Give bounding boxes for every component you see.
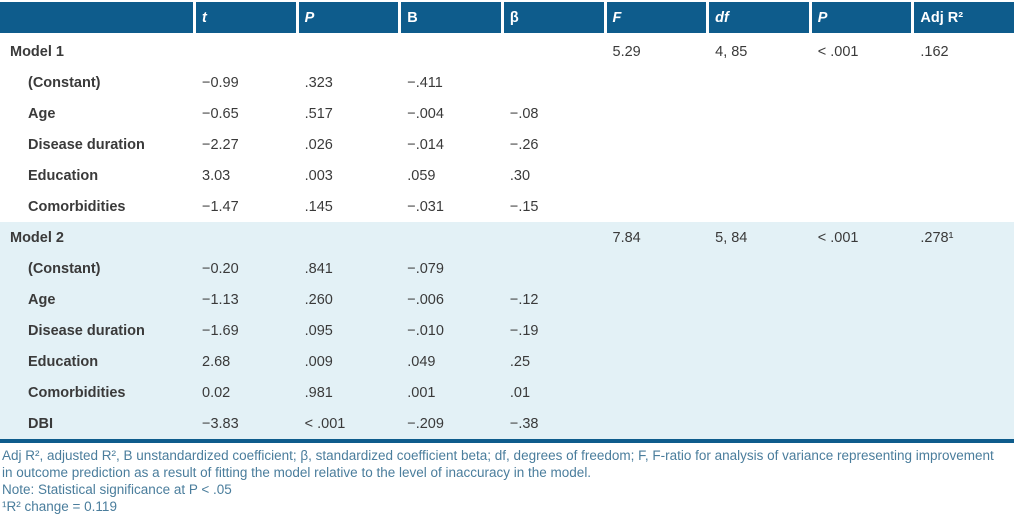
column-header-b: B — [398, 2, 501, 33]
column-header-p-model: P — [808, 2, 912, 33]
row-label: Age — [28, 291, 56, 308]
table-row: Comorbidities −1.47 .145 −.031 −.15 — [0, 191, 1014, 222]
table-row: Comorbidities 0.02 .981 .001 .01 — [0, 377, 1014, 408]
row-label: Comorbidities — [28, 384, 126, 401]
cell-t: −1.69 — [202, 322, 239, 339]
cell-b: −.411 — [407, 74, 443, 91]
cell-t: −0.65 — [202, 105, 239, 122]
cell-t: −3.83 — [202, 415, 239, 432]
cell-beta: −.08 — [509, 105, 539, 122]
row-label: Disease duration — [28, 322, 145, 339]
cell-t: −0.20 — [202, 260, 239, 277]
cell-p: .003 — [304, 167, 333, 184]
column-header-df: df — [706, 2, 809, 33]
table-body: Model 1 5.29 4, 85 < .001 .162 (Constant) −0.9… — [0, 36, 1014, 439]
cell-t: 3.03 — [202, 167, 231, 184]
table-row: Education 2.68 .009 .049 .25 — [0, 346, 1014, 377]
cell-beta: −.15 — [509, 198, 539, 215]
table-row: Disease duration −2.27 .026 −.014 −.26 — [0, 129, 1014, 160]
cell-b: −.079 — [407, 260, 444, 277]
cell-df: 5, 84 — [715, 229, 748, 246]
column-header-adj-r2: Adj R² — [911, 2, 1014, 33]
cell-p: .145 — [304, 198, 333, 215]
cell-p-model: < .001 — [817, 229, 859, 246]
cell-p: .009 — [304, 353, 333, 370]
cell-f: 5.29 — [612, 43, 641, 60]
column-header-rowlabel — [0, 2, 193, 33]
column-header-beta: β — [500, 2, 604, 33]
cell-t: 0.02 — [202, 384, 231, 401]
row-label: DBI — [28, 415, 53, 432]
cell-b: .001 — [407, 384, 436, 401]
cell-b: .059 — [407, 167, 436, 184]
table-row: Disease duration −1.69 .095 −.010 −.19 — [0, 315, 1014, 346]
cell-p: .517 — [304, 105, 333, 122]
cell-t: −0.99 — [202, 74, 239, 91]
row-label: Model 2 — [10, 229, 64, 246]
column-header-t: t — [193, 2, 296, 33]
model-summary-row: Model 2 7.84 5, 84 < .001 .278¹ — [0, 222, 1014, 253]
cell-beta: .01 — [509, 384, 531, 401]
cell-p: .095 — [304, 322, 333, 339]
cell-beta: −.26 — [509, 136, 539, 153]
cell-b: −.004 — [407, 105, 444, 122]
cell-t: 2.68 — [202, 353, 231, 370]
row-label: Model 1 — [10, 43, 64, 60]
row-label: Age — [28, 105, 56, 122]
table-footnotes: Adj R², adjusted R², B unstandardized co… — [0, 443, 1014, 515]
row-label: Education — [28, 353, 99, 370]
row-label: Disease duration — [28, 136, 145, 153]
model-summary-row: Model 1 5.29 4, 85 < .001 .162 — [0, 36, 1014, 67]
cell-b: −.209 — [407, 415, 444, 432]
cell-beta: .25 — [509, 353, 531, 370]
table-row: Education 3.03 .003 .059 .30 — [0, 160, 1014, 191]
cell-t: −2.27 — [202, 136, 239, 153]
footnote-r2-change: ¹R² change = 0.119 — [2, 499, 117, 514]
cell-b: −.031 — [407, 198, 444, 215]
cell-b: −.010 — [407, 322, 444, 339]
cell-p: < .001 — [304, 415, 346, 432]
footnote-definitions: Adj R², adjusted R², B unstandardized co… — [2, 448, 994, 480]
cell-f: 7.84 — [612, 229, 641, 246]
cell-beta: −.19 — [509, 322, 539, 339]
cell-beta: .30 — [509, 167, 531, 184]
table-bottom-divider — [0, 439, 1014, 443]
cell-p: .026 — [304, 136, 333, 153]
cell-p: .323 — [304, 74, 333, 91]
table-row: Age −1.13 .260 −.006 −.12 — [0, 284, 1014, 315]
cell-p: .841 — [304, 260, 333, 277]
row-label: (Constant) — [28, 260, 101, 277]
cell-beta: −.38 — [509, 415, 539, 432]
row-label: (Constant) — [28, 74, 101, 91]
footnote-significance: Note: Statistical significance at P < .0… — [2, 482, 232, 497]
cell-b: .049 — [407, 353, 436, 370]
cell-adj-r2: .162 — [920, 43, 949, 60]
cell-p: .981 — [304, 384, 333, 401]
cell-b: −.014 — [407, 136, 444, 153]
column-header-f: F — [603, 2, 707, 33]
table-row: (Constant) −0.99 .323 −.411 — [0, 67, 1014, 98]
column-header-p: P — [295, 2, 399, 33]
table-row: Age −0.65 .517 −.004 −.08 — [0, 98, 1014, 129]
table-row: (Constant) −0.20 .841 −.079 — [0, 253, 1014, 284]
table-row: DBI −3.83 < .001 −.209 −.38 — [0, 408, 1014, 439]
cell-b: −.006 — [407, 291, 444, 308]
cell-t: −1.13 — [202, 291, 239, 308]
row-label: Comorbidities — [28, 198, 126, 215]
cell-beta: −.12 — [509, 291, 539, 308]
row-label: Education — [28, 167, 99, 184]
cell-adj-r2: .278¹ — [920, 229, 954, 246]
cell-t: −1.47 — [202, 198, 239, 215]
cell-df: 4, 85 — [715, 43, 748, 60]
cell-p: .260 — [304, 291, 333, 308]
cell-p-model: < .001 — [817, 43, 859, 60]
